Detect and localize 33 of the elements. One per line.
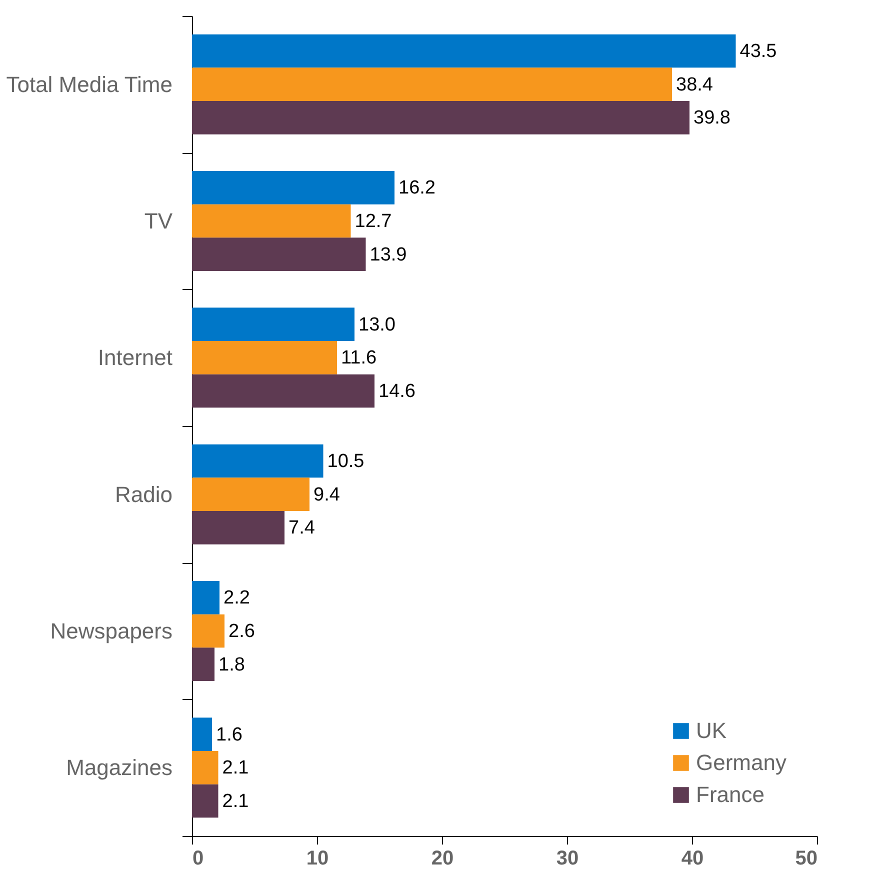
data-label: 1.6: [216, 724, 242, 746]
data-label: 14.6: [378, 381, 416, 402]
data-label: 7.4: [288, 518, 316, 539]
data-label: 12.7: [354, 211, 392, 232]
x-tick-label: 10: [306, 848, 329, 870]
x-tick-label: 0: [192, 848, 204, 870]
data-label: 39.8: [694, 108, 730, 129]
legend-label: France: [696, 782, 764, 807]
y-tick-label: Radio: [115, 482, 172, 507]
data-label: 2.1: [222, 791, 249, 812]
legend-label: UK: [696, 718, 727, 743]
data-label: 38.4: [676, 74, 714, 96]
y-tick-label: Internet: [98, 345, 172, 370]
data-label: 2.6: [228, 621, 255, 642]
data-label: 43.5: [740, 41, 777, 62]
x-tick-label: 40: [681, 848, 704, 870]
y-tick-label: Newspapers: [50, 618, 172, 644]
y-tick-label: Total Media Time: [6, 72, 172, 97]
y-tick-label: Magazines: [66, 755, 172, 780]
data-label: 13.9: [370, 244, 407, 266]
data-label: 13.0: [358, 314, 396, 336]
data-label: 2.1: [222, 758, 249, 779]
data-label: 11.6: [341, 348, 377, 369]
x-tick-label: 20: [431, 848, 454, 870]
data-label: 10.5: [327, 451, 364, 472]
data-label: 2.2: [224, 588, 250, 609]
data-label: 16.2: [398, 178, 436, 199]
y-tick-label: TV: [144, 208, 173, 234]
data-label: 9.4: [314, 484, 340, 506]
x-tick-label: 30: [556, 848, 579, 870]
legend-label: Germany: [696, 750, 786, 775]
x-tick-label: 50: [795, 848, 818, 870]
data-label: 1.8: [218, 654, 245, 676]
